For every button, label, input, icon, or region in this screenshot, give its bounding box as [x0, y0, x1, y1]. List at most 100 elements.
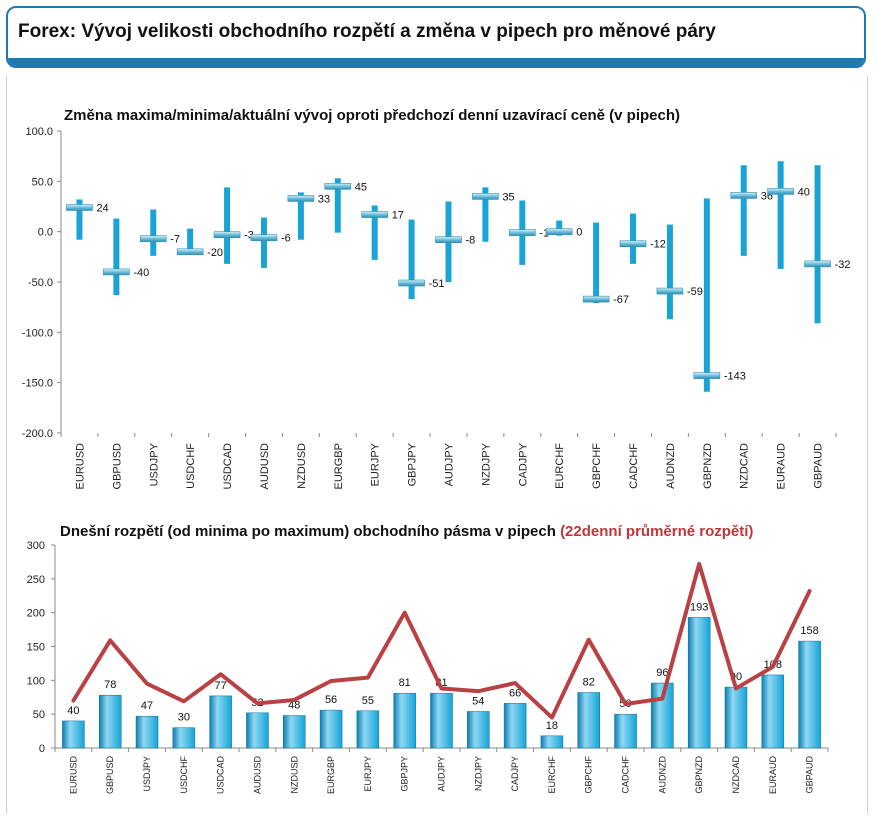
- range-value-label: 82: [583, 677, 595, 689]
- hilo-category-label: NZDCAD: [739, 443, 751, 489]
- range-bar: [209, 695, 232, 749]
- current-marker: [767, 188, 794, 195]
- current-value-label: 45: [355, 181, 367, 193]
- range-bar: [393, 692, 416, 749]
- range-category-label: CADCHF: [621, 755, 631, 793]
- range-value-label: 47: [141, 700, 153, 712]
- current-marker: [619, 240, 647, 248]
- hilo-bar: [408, 219, 415, 300]
- range-bar: [467, 711, 490, 749]
- range-bar: [577, 692, 600, 749]
- current-value-label: -8: [466, 235, 476, 247]
- range-chart: 300 250 200 150 100 50 0 40 EURUSD 78 GBPUSD 47 USDJ…: [27, 540, 829, 795]
- hilo-bar: [224, 187, 231, 264]
- range-bar: [356, 710, 380, 749]
- hilo-category-label: EURJPY: [370, 442, 382, 486]
- hilo-y-tick-label: 50.0: [32, 176, 53, 188]
- hilo-bar: [482, 187, 489, 242]
- current-marker: [435, 236, 462, 244]
- range-value-label: 54: [472, 695, 484, 707]
- range-category-label: NZDJPY: [473, 756, 483, 791]
- range-bar: [761, 674, 785, 749]
- page-title: Forex: Vývoj velikosti obchodního rozpět…: [18, 21, 716, 42]
- hilo-category-label: GBPAUD: [813, 443, 825, 489]
- hilo-category-label: EURGBP: [333, 443, 345, 489]
- range-category-label: EURJPY: [363, 756, 373, 792]
- range-category-label: AUDUSD: [252, 756, 262, 795]
- hilo-y-tick-label: -50.0: [28, 277, 53, 289]
- range-bar: [540, 735, 564, 749]
- chart2-title: Dnešní rozpětí (od minima po maximum) ob…: [60, 523, 753, 540]
- range-value-label: 55: [362, 695, 374, 707]
- range-value-label: 193: [690, 601, 708, 613]
- current-marker: [804, 260, 831, 268]
- current-value-label: 33: [318, 193, 330, 205]
- hilo-y-tick-label: 100.0: [25, 126, 53, 138]
- hilo-y-tick-label: 0.0: [38, 227, 53, 239]
- hilo-bar: [777, 161, 784, 269]
- range-bar: [724, 686, 748, 749]
- range-category-label: GBPAUD: [805, 756, 815, 794]
- hilo-y-tick-label: -200.0: [22, 428, 53, 440]
- current-marker: [213, 231, 241, 238]
- range-y-tick-label: 50: [33, 709, 45, 721]
- hilo-category-label: EURAUD: [776, 443, 788, 490]
- current-marker: [361, 211, 388, 218]
- current-marker: [176, 248, 204, 256]
- range-value-label: 96: [656, 667, 668, 679]
- hilo-category-label: GBPNZD: [702, 443, 714, 489]
- range-bar: [319, 709, 343, 749]
- hilo-y-tick-label: -100.0: [22, 327, 53, 339]
- range-bar: [172, 727, 196, 749]
- range-bar: [503, 703, 527, 749]
- current-value-label: -3: [244, 230, 254, 242]
- current-value-label: -40: [133, 267, 149, 279]
- range-value-label: 56: [325, 694, 337, 706]
- range-y-tick-label: 200: [27, 608, 45, 620]
- range-y-tick-label: 300: [27, 540, 45, 552]
- range-category-label: USDCAD: [216, 756, 226, 795]
- hilo-category-label: USDJPY: [148, 442, 160, 486]
- hilo-category-label: AUDUSD: [259, 443, 271, 490]
- range-bar: [135, 715, 159, 749]
- range-category-label: CADJPY: [510, 756, 520, 792]
- range-bar: [430, 692, 453, 749]
- range-category-label: AUDNZD: [657, 756, 667, 794]
- current-value-label: 24: [96, 203, 108, 215]
- range-category-label: EURCHF: [547, 755, 557, 793]
- hilo-y-tick-label: -150.0: [22, 378, 53, 390]
- hilo-category-label: EURCHF: [554, 443, 566, 489]
- hilo-category-label: AUDJPY: [444, 442, 456, 486]
- hilo-bar: [150, 209, 157, 256]
- range-y-tick-label: 0: [39, 743, 45, 755]
- range-y-tick-label: 150: [27, 642, 45, 654]
- current-marker: [324, 183, 352, 190]
- current-marker: [250, 234, 278, 242]
- hilo-bar: [556, 220, 563, 236]
- hilo-chart: 100.0 50.0 0.0 -50.0 -100.0 -150.0 -200.0 24 EUR…: [22, 126, 851, 489]
- hilo-bar: [666, 224, 673, 320]
- current-marker: [287, 195, 315, 202]
- hilo-bar: [630, 213, 637, 264]
- current-marker: [730, 192, 758, 199]
- hilo-category-label: GBPCHF: [591, 443, 603, 489]
- hilo-bar: [113, 218, 120, 296]
- hilo-bar: [187, 228, 194, 255]
- hilo-bar: [703, 198, 710, 392]
- range-category-label: GBPJPY: [400, 756, 410, 792]
- current-value-label: 35: [502, 191, 514, 203]
- range-category-label: GBPCHF: [584, 756, 594, 794]
- hilo-category-label: CADJPY: [517, 442, 529, 486]
- hilo-category-label: NZDUSD: [296, 443, 308, 489]
- chart2-title-text: Dnešní rozpětí (od minima po maximum) ob…: [60, 523, 556, 540]
- current-marker: [509, 229, 536, 236]
- hilo-bar: [593, 222, 600, 304]
- current-marker: [66, 204, 93, 211]
- range-y-tick-label: 250: [27, 574, 45, 586]
- title-bar: Forex: Vývoj velikosti obchodního rozpět…: [6, 6, 866, 68]
- hilo-category-label: GBPJPY: [407, 442, 419, 486]
- current-value-label: -12: [650, 239, 666, 251]
- range-value-label: 77: [215, 680, 227, 692]
- current-value-label: -67: [613, 294, 629, 306]
- avg-range-line: [71, 561, 812, 720]
